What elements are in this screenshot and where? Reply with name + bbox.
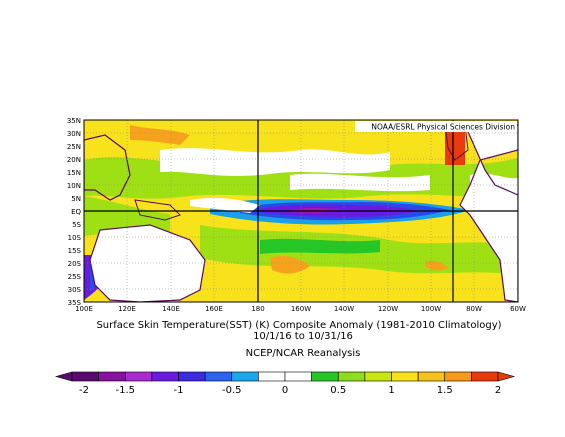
lat-label: 5S [72, 221, 81, 229]
lon-label: 160W [291, 305, 311, 313]
colorbar-swatch [337, 371, 366, 382]
lat-label: 30S [68, 286, 82, 294]
anomaly-white-equator-west [190, 197, 260, 213]
lon-label: 180 [251, 305, 264, 313]
colorbar-swatch [151, 371, 179, 382]
map-panel: NOAA/ESRL Physical Sciences Division 35N… [67, 117, 526, 313]
colorbar-tick-label: -1 [174, 385, 184, 396]
warm-patch-southeast [425, 260, 448, 271]
anomaly-green-dark-south [260, 238, 380, 254]
colorbar-swatch [231, 371, 259, 382]
colorbar-tick-label: 1 [388, 385, 394, 396]
lat-label: EQ [71, 208, 81, 216]
colorbar-tick-label: 2 [495, 385, 501, 396]
lon-label: 80W [466, 305, 482, 313]
lon-label: 100E [75, 305, 93, 313]
lon-label: 140E [162, 305, 180, 313]
colorbar-swatch [71, 371, 99, 382]
land-asia-coast [84, 134, 131, 201]
lat-label: 15N [67, 169, 81, 177]
colorbar-swatch [311, 371, 339, 382]
credit-box [355, 121, 517, 132]
colorbar-arrow-right [497, 371, 516, 382]
lat-label: 25N [67, 143, 81, 151]
caption-date-range: 10/1/16 to 10/31/16 [253, 331, 353, 342]
credit-text: NOAA/ESRL Physical Sciences Division [371, 123, 515, 132]
colorbar-tick-label: -2 [79, 385, 89, 396]
land-australia [89, 224, 206, 302]
caption: Surface Skin Temperature(SST) (K) Compos… [96, 320, 501, 359]
colorbar-swatch [417, 371, 446, 382]
lon-label: 100W [421, 305, 441, 313]
warm-patch-northwest [130, 125, 190, 145]
colorbar-tick-label: 0.5 [330, 385, 346, 396]
colorbar-swatch [364, 371, 392, 382]
colorbar-swatch [178, 371, 206, 382]
lon-label: 60W [510, 305, 526, 313]
anomaly-white-patch-north [160, 148, 390, 176]
colorbar-arrow-left [54, 371, 73, 382]
reference-lines [84, 120, 518, 302]
lat-label: 10N [67, 182, 81, 190]
colorbar-tick-label: -0.5 [222, 385, 242, 396]
lon-label: 120W [378, 305, 398, 313]
lat-label: 30N [67, 130, 81, 138]
anomaly-white-patch-north-2 [290, 173, 430, 192]
colorbar-swatch [98, 371, 126, 382]
caption-title: Surface Skin Temperature(SST) (K) Compos… [96, 320, 501, 331]
lon-label: 160E [205, 305, 223, 313]
colorbar-tick-label: 0 [282, 385, 288, 396]
lat-label: 15S [68, 247, 82, 255]
lat-label: 10S [68, 234, 82, 242]
colorbar-swatch [204, 371, 233, 382]
land-maritime-continent [134, 199, 181, 221]
land-americas [459, 124, 518, 302]
colorbar-swatch [444, 371, 472, 382]
lon-label: 120E [118, 305, 136, 313]
map-frame [83, 119, 519, 303]
colorbar: -2 -1.5 -1 -0.5 0 0.5 1 1.5 2 [54, 371, 516, 396]
caption-source: NCEP/NCAR Reanalysis [246, 348, 361, 359]
lat-label: 35N [67, 117, 81, 125]
lat-label: 35S [68, 299, 82, 307]
lat-label: 5N [71, 195, 81, 203]
colorbar-swatch [284, 371, 312, 382]
colorbar-swatch [258, 371, 286, 382]
lon-label: 140W [334, 305, 354, 313]
lat-label: 20S [68, 260, 82, 268]
longitude-labels: 100E 120E 140E 160E 180 160W 140W 120W 1… [75, 305, 526, 313]
colorbar-tick-label: -1.5 [115, 385, 135, 396]
warm-patch-south-pacific [270, 255, 310, 274]
colorbar-tick-label: 1.5 [437, 385, 453, 396]
lat-label: 20N [67, 156, 81, 164]
latitude-labels: 35N 30N 25N 20N 15N 10N 5N EQ 5S 10S 15S… [67, 117, 82, 307]
colorbar-swatch [471, 371, 499, 382]
colorbar-swatch [124, 371, 153, 382]
lat-label: 25S [68, 273, 82, 281]
colorbar-swatch [391, 371, 419, 382]
